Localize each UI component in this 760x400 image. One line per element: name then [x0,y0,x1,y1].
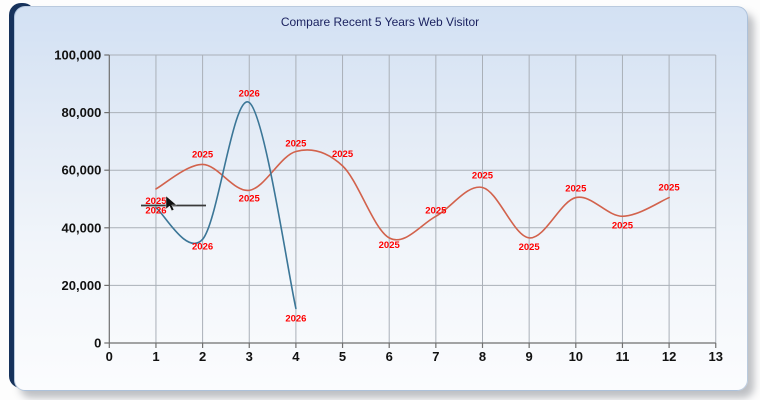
point-label-2025: 2025 [425,205,447,216]
point-label-2025: 2025 [239,193,261,204]
point-label-2025: 2025 [612,220,634,231]
y-tick-label: 100,000 [54,48,101,63]
x-tick-label: 11 [616,349,630,364]
point-label-2025: 2025 [565,184,587,195]
chart-panel [14,6,748,391]
y-tick-label: 60,000 [62,163,102,178]
mouse-cursor-icon [165,195,178,212]
point-label-2026: 2026 [192,241,213,252]
y-tick-label: 0 [94,336,101,351]
x-tick-label: 3 [246,349,253,364]
x-tick-label: 6 [386,349,393,364]
x-tick-label: 10 [569,349,583,364]
point-label-2026: 2026 [239,89,260,100]
x-tick-label: 12 [662,349,676,364]
x-tick-label: 13 [709,349,723,364]
x-tick-label: 5 [339,349,346,364]
chart-title: Compare Recent 5 Years Web Visitor [280,15,480,29]
x-tick-label: 8 [479,349,486,364]
x-tick-label: 9 [526,349,533,364]
point-label-2025: 2025 [379,240,401,251]
x-tick-label: 1 [152,349,159,364]
series-curve-2025 [155,149,670,241]
point-label-2025: 2025 [285,138,307,149]
point-label-2025: 2025 [192,149,214,160]
point-label-2025: 2025 [472,170,494,181]
point-label-2025: 2025 [145,196,167,207]
point-label-2025: 2025 [332,149,354,160]
x-tick-label: 0 [106,349,113,364]
point-label-2026: 2026 [145,206,166,217]
x-tick-label: 4 [292,349,300,364]
point-label-2026: 2026 [285,313,306,324]
series-curve-2026 [155,101,297,310]
point-label-2025: 2025 [659,183,681,194]
x-tick-label: 7 [432,349,439,364]
y-tick-label: 20,000 [62,278,102,293]
y-tick-label: 40,000 [62,220,102,235]
point-label-2025: 2025 [519,242,541,253]
y-tick-label: 80,000 [62,105,102,120]
x-tick-label: 2 [199,349,206,364]
